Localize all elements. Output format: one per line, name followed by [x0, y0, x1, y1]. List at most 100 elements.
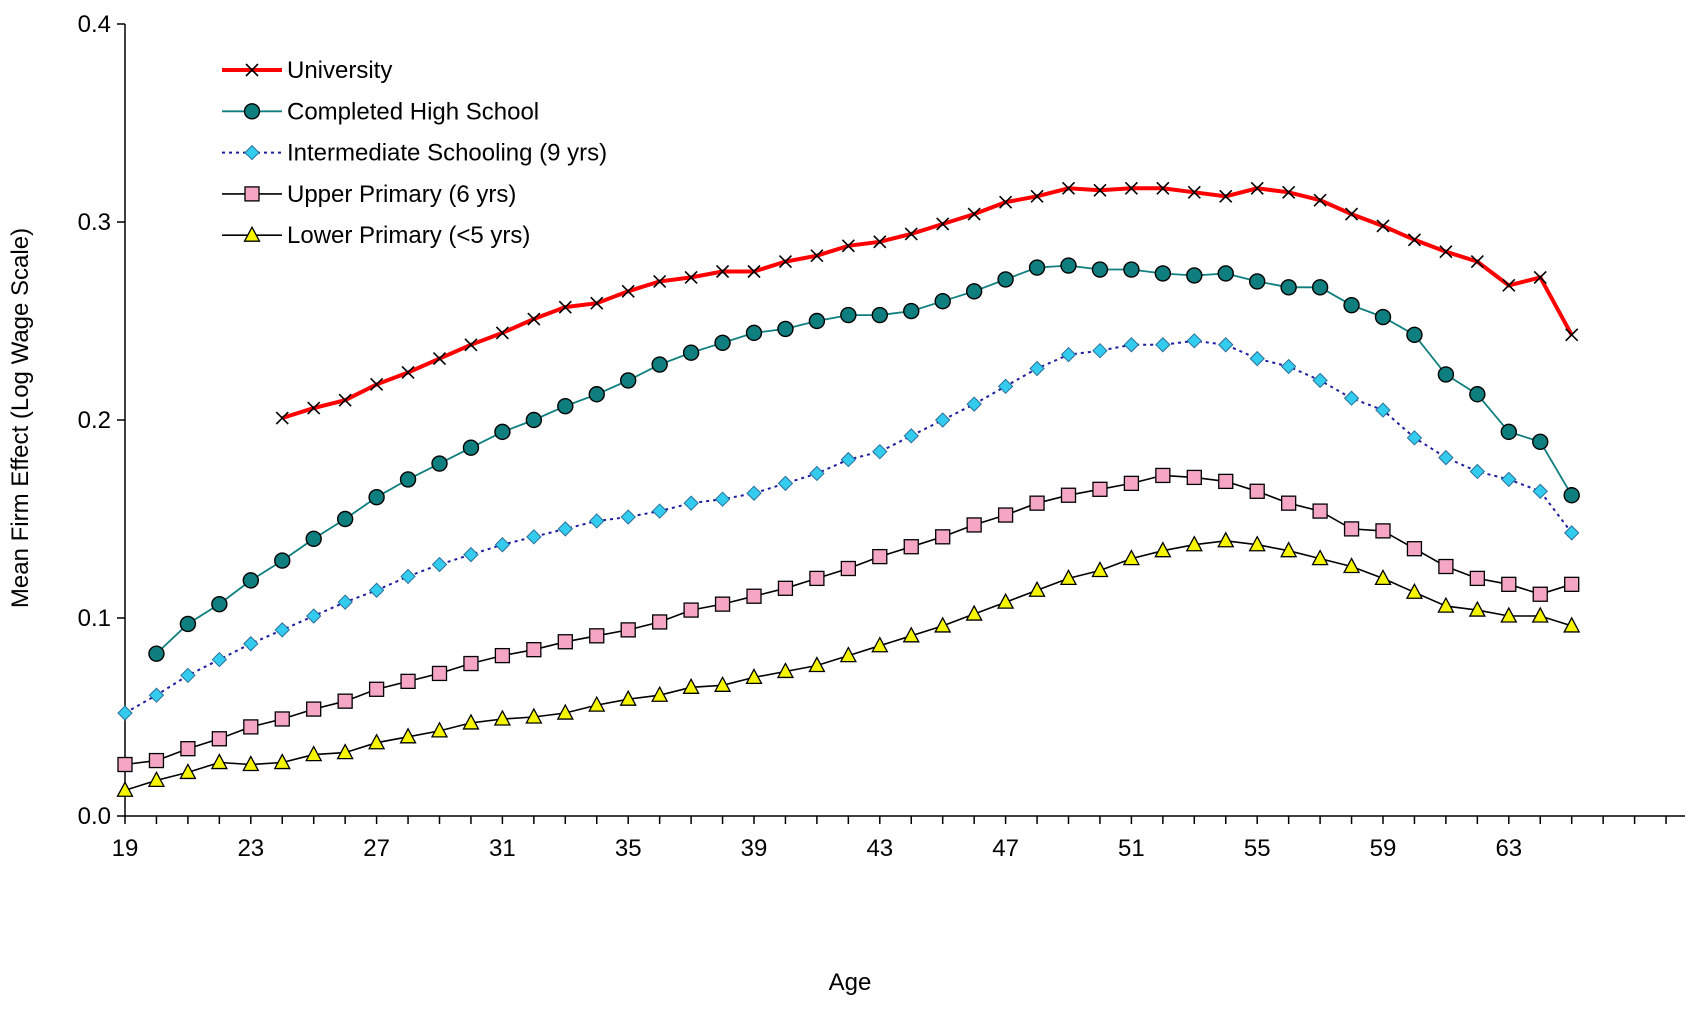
data-point	[1438, 558, 1454, 575]
data-point	[1186, 469, 1202, 486]
data-point	[873, 235, 887, 249]
data-point	[620, 372, 637, 389]
data-point	[1437, 596, 1455, 613]
legend-label: Completed High School	[287, 98, 539, 125]
data-point	[179, 615, 197, 633]
data-point	[527, 312, 541, 326]
legend-entry: University	[222, 57, 392, 84]
data-point	[431, 455, 448, 472]
data-point	[400, 568, 416, 585]
data-point	[682, 677, 700, 694]
data-point	[589, 513, 605, 529]
data-point	[997, 592, 1015, 609]
data-point	[1502, 278, 1516, 292]
data-point	[903, 302, 920, 320]
data-point	[777, 580, 794, 596]
data-point	[1439, 245, 1453, 259]
data-point	[430, 721, 449, 738]
data-point	[1061, 181, 1076, 195]
data-point	[776, 662, 795, 679]
data-point	[305, 745, 323, 762]
data-point	[841, 239, 855, 253]
data-point	[243, 719, 259, 735]
data-point	[117, 705, 133, 721]
data-point	[1123, 337, 1140, 353]
data-point	[1470, 255, 1484, 269]
data-point	[1342, 557, 1361, 574]
data-point	[651, 503, 668, 519]
data-point	[368, 733, 386, 750]
data-point	[590, 296, 604, 310]
data-point	[839, 646, 857, 663]
series-3	[117, 467, 1580, 773]
data-point	[683, 602, 699, 618]
data-point	[337, 693, 353, 709]
data-point	[1280, 541, 1298, 558]
data-point	[526, 529, 542, 545]
data-point	[1375, 523, 1391, 539]
data-point	[1187, 185, 1201, 199]
data-point	[1154, 541, 1172, 558]
data-point	[1500, 606, 1518, 623]
data-point	[148, 687, 165, 703]
data-point	[1028, 259, 1046, 276]
data-point	[557, 397, 574, 415]
data-point	[273, 753, 291, 770]
data-point	[1374, 308, 1392, 326]
data-point	[714, 596, 731, 612]
x-tick-label: 27	[363, 835, 390, 862]
x-tick-label: 31	[489, 835, 516, 862]
data-point	[1217, 265, 1234, 282]
x-tick-label: 63	[1495, 835, 1522, 862]
data-point	[211, 595, 228, 613]
data-point	[147, 770, 166, 788]
data-point	[997, 378, 1014, 395]
data-point	[556, 703, 574, 720]
data-point	[809, 570, 825, 587]
data-point	[275, 411, 289, 425]
data-point	[400, 673, 416, 690]
y-tick-label: 0.4	[78, 11, 111, 38]
data-point	[1124, 181, 1138, 195]
data-point	[1219, 189, 1233, 203]
data-point	[967, 207, 981, 221]
legend-label: Lower Primary (<5 yrs)	[287, 222, 530, 249]
y-tick-label: 0.1	[78, 605, 111, 632]
data-point	[777, 320, 794, 338]
data-point	[621, 284, 635, 298]
data-point	[1028, 580, 1046, 597]
series-line	[155, 264, 1573, 655]
data-point	[871, 636, 889, 653]
data-point	[399, 727, 417, 744]
data-point	[872, 443, 888, 460]
data-point	[1122, 549, 1140, 566]
legend-marker	[244, 186, 260, 202]
data-point	[840, 451, 857, 468]
data-point	[1218, 337, 1234, 353]
data-point	[336, 510, 354, 528]
series-layer	[116, 181, 1581, 797]
data-point	[494, 537, 511, 553]
data-point	[684, 270, 698, 285]
legend-marker	[245, 63, 259, 77]
data-point	[1060, 257, 1077, 274]
legend: University Completed High School Intermedi…	[222, 57, 607, 249]
data-point	[1060, 346, 1077, 363]
data-point	[1468, 600, 1486, 617]
data-point	[1533, 270, 1547, 285]
data-point	[148, 645, 165, 662]
series-line	[281, 186, 1574, 420]
series-0	[275, 181, 1579, 425]
data-point	[683, 495, 699, 511]
data-point	[1156, 181, 1170, 195]
data-point	[619, 689, 637, 706]
data-point	[809, 465, 825, 482]
data-point	[1344, 207, 1359, 221]
data-point	[1091, 261, 1109, 278]
legend-entry: Intermediate Schooling (9 yrs)	[222, 140, 607, 167]
data-point	[904, 227, 918, 241]
data-point	[463, 546, 479, 563]
data-point	[1532, 433, 1549, 450]
data-point	[1280, 279, 1297, 296]
